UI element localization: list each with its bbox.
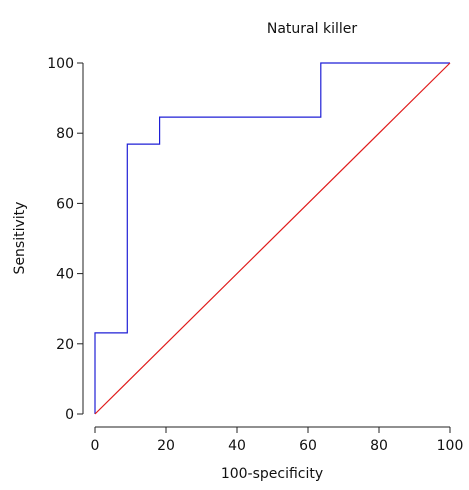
x-tick-label: 100 bbox=[437, 438, 464, 454]
x-tick-label: 0 bbox=[91, 438, 100, 454]
y-tick-label: 40 bbox=[56, 267, 74, 283]
x-tick-label: 60 bbox=[299, 438, 317, 454]
x-axis-title: 100-specificity bbox=[221, 466, 323, 482]
y-tick-label: 100 bbox=[47, 56, 74, 72]
axes-group: 0 20 40 60 80 100 0 20 40 60 80 100 bbox=[47, 56, 463, 454]
x-tick-label: 80 bbox=[370, 438, 388, 454]
chart-title: Natural killer bbox=[267, 21, 357, 37]
y-tick-label: 60 bbox=[56, 196, 74, 212]
y-tick-label: 80 bbox=[56, 126, 74, 142]
y-tick-label: 20 bbox=[56, 337, 74, 353]
y-axis-title: Sensitivity bbox=[12, 202, 28, 275]
x-tick-label: 40 bbox=[228, 438, 246, 454]
series-group bbox=[94, 62, 451, 415]
y-tick-label: 0 bbox=[65, 407, 74, 423]
x-tick-label: 20 bbox=[157, 438, 175, 454]
reference-diagonal-line bbox=[94, 62, 451, 415]
roc-curve-line bbox=[94, 62, 450, 414]
